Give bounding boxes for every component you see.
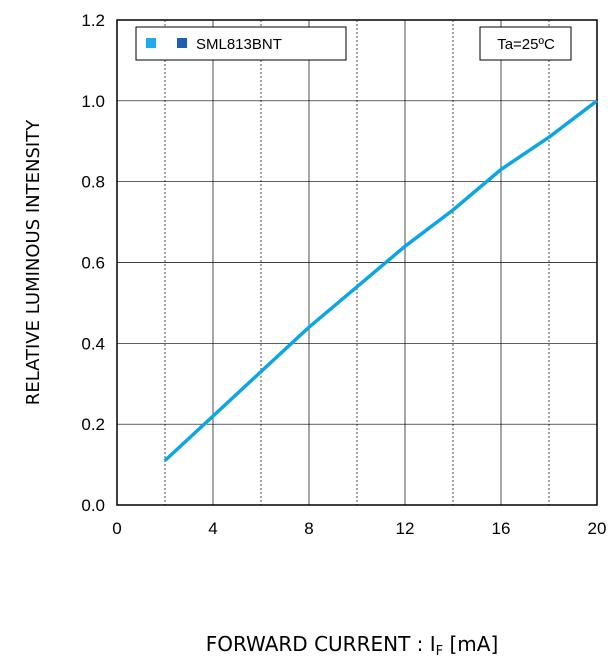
series-line — [163, 99, 599, 462]
x-tick-label: 20 — [588, 519, 607, 538]
condition-note-box — [479, 26, 572, 61]
x-tick-label: 8 — [304, 519, 313, 538]
x-axis-label-subscript: F — [436, 644, 443, 659]
x-axis-label: FORWARD CURRENT : IF [mA] — [206, 632, 499, 659]
x-tick-label: 12 — [396, 519, 415, 538]
plot-frame — [116, 19, 598, 506]
legend-marker-dark — [177, 38, 187, 48]
x-axis-label-main: FORWARD CURRENT : I — [206, 632, 436, 656]
x-tick-label: 4 — [208, 519, 217, 538]
legend-label: SML813BNT — [196, 36, 282, 53]
y-axis-label: RELATIVE LUMINOUS INTENSITY — [23, 119, 44, 405]
x-tick-label: 16 — [492, 519, 511, 538]
y-tick-label: 0.4 — [81, 334, 105, 353]
legend-marker-light — [146, 38, 156, 48]
y-tick-label: 0.2 — [81, 415, 105, 434]
x-tick-label: 0 — [112, 519, 121, 538]
condition-note: Ta=25ºC — [479, 26, 572, 61]
y-tick-label: 0.0 — [81, 496, 105, 515]
y-tick-label: 1.0 — [81, 92, 105, 111]
y-tick-label: 1.2 — [81, 11, 105, 30]
grid — [117, 20, 597, 505]
legend: SML813BNT — [135, 26, 347, 61]
x-axis-label-unit: [mA] — [443, 632, 498, 656]
y-tick-label: 0.8 — [81, 173, 105, 192]
y-tick-label: 0.6 — [81, 254, 105, 273]
y-tick-labels: 0.0 0.2 0.4 0.6 0.8 1.0 1.2 — [81, 11, 105, 515]
legend-box — [135, 26, 347, 61]
x-tick-labels: 0 4 8 12 16 20 — [112, 519, 606, 538]
series-layer — [163, 99, 599, 462]
condition-note-text: Ta=25ºC — [497, 36, 555, 53]
